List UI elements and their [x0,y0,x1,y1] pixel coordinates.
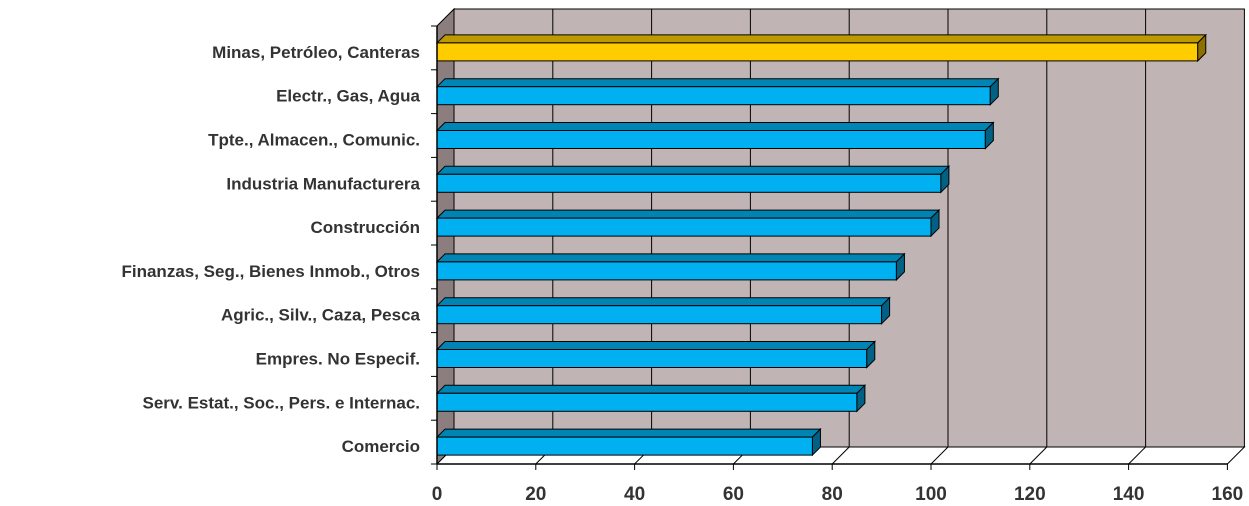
bar [435,77,1000,106]
bar-front [436,217,932,237]
bar-top [435,78,1000,88]
x-tick-label: 120 [1014,484,1046,505]
bar-end [881,296,891,325]
category-label: Electr., Gas, Agua [276,87,420,106]
bar-end [930,208,940,238]
bar-front [436,392,858,412]
bar-end [866,340,876,369]
bar-top [435,34,1207,44]
gridline [831,446,850,465]
x-tick-label: 0 [432,484,443,505]
bar-top [435,341,876,350]
bar-top [435,209,941,219]
bar-front [436,349,868,368]
bar [435,427,822,457]
bar-end [895,252,905,282]
bar-top [435,122,995,131]
bar-front [436,173,942,193]
bar-top [435,165,951,175]
x-tick-label: 80 [822,484,843,505]
category-label: Construcción [310,218,420,237]
category-label: Minas, Petróleo, Canteras [212,43,420,62]
category-label: Agric., Silv., Caza, Pesca [221,306,421,325]
bar-front [436,261,897,281]
gridline [930,446,949,465]
category-label: Tpte., Almacen., Comunic. [208,131,420,150]
category-label: Finanzas, Seg., Bienes Inmob., Otros [121,262,420,281]
bar-end [940,165,950,194]
x-tick-label: 160 [1212,484,1244,505]
x-tick-label: 60 [723,484,744,505]
bar [435,252,906,282]
category-label: Empres. No Especif. [256,350,420,369]
bar-end [856,384,866,413]
bar [435,33,1207,63]
bar [435,165,951,194]
bar [435,208,941,238]
gridline [1029,446,1048,465]
bar [435,296,891,325]
bar-front [436,130,986,149]
bar-top [435,384,867,394]
bar-top [435,428,822,438]
bar-front [436,305,883,325]
bar [435,121,995,150]
bar [435,340,876,369]
category-label: Industria Manufacturera [226,174,420,193]
bar-front [436,42,1199,62]
x-tick-label: 100 [915,484,947,505]
category-label: Serv. Estat., Soc., Pers. e Internac. [143,393,420,412]
bar-end [984,121,994,150]
bar-top [435,253,906,263]
x-tick-label: 20 [525,484,546,505]
bar [435,384,867,413]
x-tick-label: 140 [1113,484,1145,505]
bar-front [436,86,991,106]
bar-front [436,436,813,456]
bar-top [435,297,891,307]
bar-end [1197,33,1207,63]
category-label: Comercio [342,437,420,456]
bar-end [989,77,999,106]
bar-end [811,427,821,457]
gridline [1128,446,1146,465]
x-tick-label: 40 [624,484,645,505]
